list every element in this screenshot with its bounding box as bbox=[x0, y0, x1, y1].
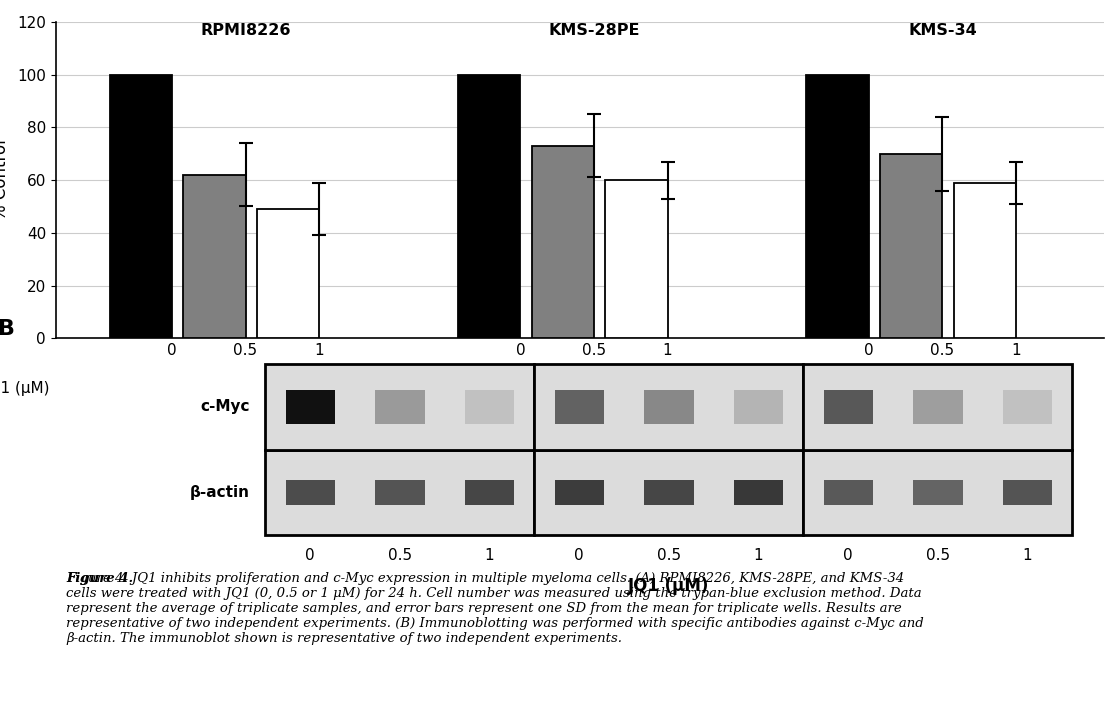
Bar bbox=[465, 390, 514, 424]
Bar bbox=[285, 480, 334, 505]
Bar bbox=[532, 146, 594, 338]
Bar bbox=[804, 449, 1073, 536]
Text: Figure 4.: Figure 4. bbox=[66, 572, 134, 585]
Bar bbox=[913, 480, 962, 505]
Text: JQ1 (μM): JQ1 (μM) bbox=[628, 576, 709, 595]
Text: 1: 1 bbox=[485, 548, 494, 563]
Bar bbox=[644, 480, 694, 505]
Bar bbox=[376, 480, 425, 505]
Text: Figure 4. JQ1 inhibits proliferation and c-Myc expression in multiple myeloma ce: Figure 4. JQ1 inhibits proliferation and… bbox=[66, 572, 924, 645]
Bar bbox=[554, 480, 604, 505]
Bar bbox=[534, 449, 804, 536]
Bar bbox=[1002, 480, 1053, 505]
Bar bbox=[465, 480, 514, 505]
Y-axis label: % Control: % Control bbox=[0, 139, 10, 221]
Text: JQ1 (μM): JQ1 (μM) bbox=[0, 380, 50, 396]
Bar bbox=[256, 209, 319, 338]
Text: 0: 0 bbox=[306, 548, 316, 563]
Text: 0.5: 0.5 bbox=[657, 548, 681, 563]
Bar bbox=[953, 183, 1016, 338]
Text: KMS-34: KMS-34 bbox=[908, 23, 977, 38]
Bar bbox=[1002, 390, 1053, 424]
Bar bbox=[824, 390, 873, 424]
Bar bbox=[265, 364, 534, 449]
Bar bbox=[534, 364, 804, 449]
Bar bbox=[804, 364, 1073, 449]
Text: 1: 1 bbox=[754, 548, 764, 563]
Bar bbox=[109, 75, 172, 338]
Bar bbox=[458, 75, 521, 338]
Bar bbox=[806, 75, 869, 338]
Text: B: B bbox=[0, 319, 16, 339]
Bar bbox=[376, 390, 425, 424]
Text: RPMI8226: RPMI8226 bbox=[201, 23, 291, 38]
Text: KMS-28PE: KMS-28PE bbox=[549, 23, 640, 38]
Text: 0.5: 0.5 bbox=[925, 548, 950, 563]
Text: 0: 0 bbox=[574, 548, 584, 563]
Text: 1: 1 bbox=[1022, 548, 1032, 563]
Bar bbox=[285, 390, 334, 424]
Text: 0.5: 0.5 bbox=[388, 548, 411, 563]
Bar bbox=[880, 154, 942, 338]
Bar bbox=[824, 480, 873, 505]
Bar bbox=[554, 390, 604, 424]
Bar bbox=[183, 175, 245, 338]
Text: 0: 0 bbox=[843, 548, 853, 563]
Bar bbox=[265, 449, 534, 536]
Text: c-Myc: c-Myc bbox=[201, 399, 250, 415]
Text: β-actin: β-actin bbox=[190, 485, 250, 500]
Bar bbox=[605, 180, 668, 338]
Bar bbox=[734, 480, 783, 505]
Bar bbox=[734, 390, 783, 424]
Bar bbox=[644, 390, 694, 424]
Bar bbox=[913, 390, 962, 424]
